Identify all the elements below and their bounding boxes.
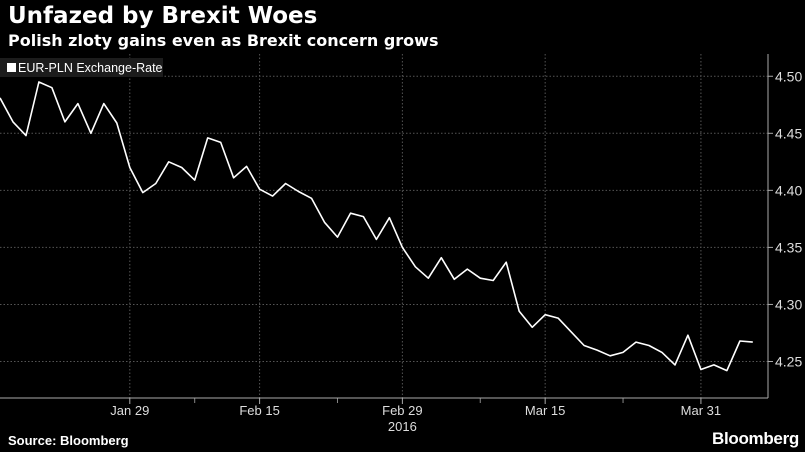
legend-swatch: [7, 63, 16, 72]
x-year-label: 2016: [388, 419, 417, 434]
x-tick-label: Mar 31: [681, 403, 721, 418]
legend-box: [0, 58, 163, 77]
bloomberg-logo: Bloomberg: [711, 429, 799, 448]
y-tick-label: 4.30: [775, 296, 802, 312]
legend-label: EUR-PLN Exchange-Rate: [18, 61, 163, 75]
y-tick-label: 4.35: [775, 239, 802, 255]
series-line-eur-pln: [0, 81, 753, 372]
x-tick-label: Jan 29: [110, 403, 149, 418]
x-tick-label: Feb 29: [382, 403, 422, 418]
y-tick-label: 4.40: [775, 182, 802, 198]
x-tick-label: Feb 15: [239, 403, 279, 418]
y-tick-label: 4.50: [775, 68, 802, 84]
chart-title: Unfazed by Brexit Woes: [8, 3, 318, 29]
x-tick-label: Mar 15: [525, 403, 565, 418]
y-tick-label: 4.25: [775, 353, 802, 369]
source-note: Source: Bloomberg: [8, 433, 129, 448]
chart-subtitle: Polish zloty gains even as Brexit concer…: [8, 31, 439, 50]
y-tick-label: 4.45: [775, 125, 802, 141]
